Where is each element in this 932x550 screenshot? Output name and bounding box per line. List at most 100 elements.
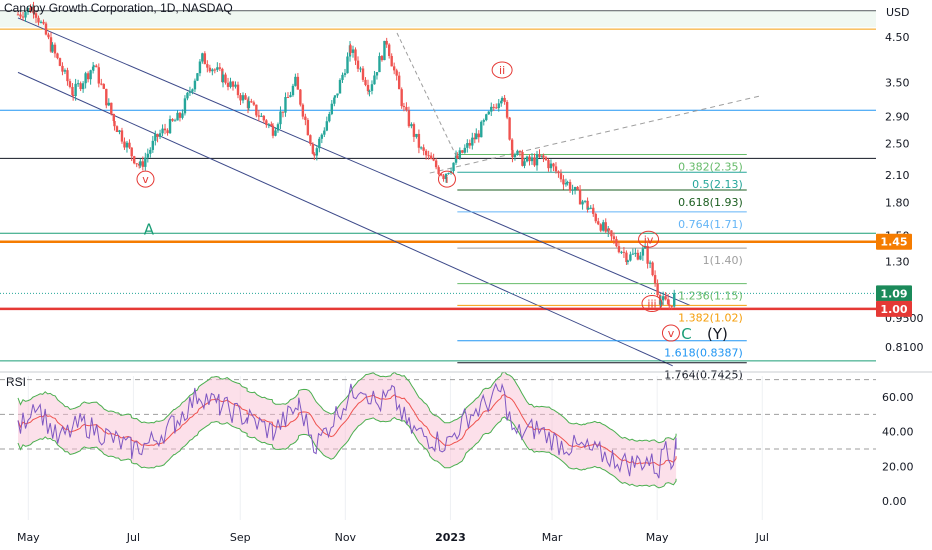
candle-body[interactable]: [661, 296, 665, 301]
candle-body[interactable]: [505, 101, 509, 118]
candle-body[interactable]: [518, 150, 522, 153]
dashed-wave-line[interactable]: [396, 32, 458, 159]
candle-body[interactable]: [267, 124, 271, 126]
candle-body[interactable]: [439, 173, 443, 176]
candle-body[interactable]: [100, 83, 103, 85]
candle-body[interactable]: [32, 6, 35, 14]
candle-body[interactable]: [193, 80, 197, 90]
candle-body[interactable]: [71, 94, 75, 96]
candle-body[interactable]: [178, 112, 182, 118]
candle-body[interactable]: [191, 89, 194, 92]
candle-body[interactable]: [274, 130, 277, 136]
candle-body[interactable]: [597, 221, 600, 225]
candle-body[interactable]: [599, 224, 602, 231]
candle-body[interactable]: [279, 111, 282, 125]
candle-body[interactable]: [407, 110, 411, 127]
candle-body[interactable]: [146, 153, 150, 158]
candle-body[interactable]: [402, 106, 406, 108]
candle-body[interactable]: [359, 68, 362, 70]
candle-body[interactable]: [390, 55, 393, 67]
candle-body[interactable]: [276, 124, 280, 131]
candle-body[interactable]: [120, 130, 124, 142]
candle-body[interactable]: [395, 70, 398, 76]
candle-body[interactable]: [354, 49, 357, 61]
candle-body[interactable]: [188, 91, 192, 93]
candle-body[interactable]: [576, 186, 579, 190]
candle-body[interactable]: [552, 163, 555, 167]
candle-body[interactable]: [568, 182, 572, 191]
candle-body[interactable]: [429, 155, 433, 160]
candle-body[interactable]: [91, 66, 95, 71]
candle-body[interactable]: [641, 248, 645, 256]
candle-body[interactable]: [477, 133, 480, 138]
candle-body[interactable]: [301, 104, 305, 117]
candle-body[interactable]: [95, 65, 98, 68]
candle-body[interactable]: [383, 40, 386, 61]
candle-body[interactable]: [530, 157, 534, 162]
candle-body[interactable]: [239, 95, 242, 101]
candle-body[interactable]: [330, 103, 334, 115]
dashed-trendline[interactable]: [429, 95, 761, 174]
candle-body[interactable]: [158, 133, 162, 137]
candle-body[interactable]: [375, 72, 379, 76]
candle-body[interactable]: [471, 137, 474, 146]
candle-body[interactable]: [533, 157, 536, 166]
candle-body[interactable]: [53, 44, 57, 54]
candle-body[interactable]: [458, 150, 462, 159]
candle-body[interactable]: [540, 155, 544, 157]
candle-body[interactable]: [110, 102, 113, 114]
candle-body[interactable]: [270, 124, 273, 126]
candle-body[interactable]: [673, 293, 676, 307]
candle-body[interactable]: [612, 236, 616, 240]
candle-body[interactable]: [236, 84, 240, 96]
candle-body[interactable]: [400, 89, 403, 107]
candle-body[interactable]: [528, 156, 531, 162]
candle-body[interactable]: [544, 157, 548, 161]
candle-body[interactable]: [144, 157, 147, 167]
candle-body[interactable]: [602, 222, 605, 231]
candle-body[interactable]: [37, 17, 40, 23]
candle-body[interactable]: [385, 40, 388, 45]
candle-body[interactable]: [309, 135, 312, 144]
candle-body[interactable]: [281, 111, 285, 113]
candle-body[interactable]: [625, 252, 628, 263]
candle-body[interactable]: [646, 245, 649, 264]
candle-body[interactable]: [247, 101, 251, 109]
candle-body[interactable]: [198, 61, 202, 74]
candle-body[interactable]: [47, 34, 50, 38]
candle-body[interactable]: [549, 163, 553, 169]
candle-body[interactable]: [149, 149, 152, 154]
candle-body[interactable]: [639, 255, 642, 260]
candle-body[interactable]: [631, 253, 635, 255]
candle-body[interactable]: [566, 182, 569, 184]
candle-body[interactable]: [434, 160, 438, 168]
candle-body[interactable]: [473, 137, 477, 140]
candle-body[interactable]: [653, 275, 657, 284]
candle-body[interactable]: [578, 189, 582, 205]
candle-body[interactable]: [492, 106, 495, 108]
candle-body[interactable]: [76, 83, 80, 85]
rsi-line[interactable]: [17, 382, 677, 479]
candle-body[interactable]: [542, 155, 545, 158]
candle-body[interactable]: [380, 56, 384, 61]
candle-body[interactable]: [105, 88, 108, 106]
candle-body[interactable]: [648, 262, 652, 264]
candle-body[interactable]: [166, 130, 169, 134]
candle-body[interactable]: [333, 97, 336, 104]
candle-body[interactable]: [336, 93, 339, 96]
candle-body[interactable]: [427, 155, 430, 157]
candle-body[interactable]: [289, 95, 292, 98]
candle-body[interactable]: [341, 74, 344, 80]
candle-body[interactable]: [466, 143, 469, 148]
candle-body[interactable]: [589, 207, 592, 209]
candle-body[interactable]: [244, 95, 247, 100]
candle-body[interactable]: [74, 83, 77, 96]
candle-body[interactable]: [299, 89, 302, 105]
candle-body[interactable]: [218, 67, 222, 69]
candle-body[interactable]: [156, 133, 159, 137]
candle-body[interactable]: [257, 115, 261, 117]
candle-body[interactable]: [71, 86, 74, 95]
candle-body[interactable]: [318, 138, 321, 149]
candle-body[interactable]: [234, 84, 237, 87]
